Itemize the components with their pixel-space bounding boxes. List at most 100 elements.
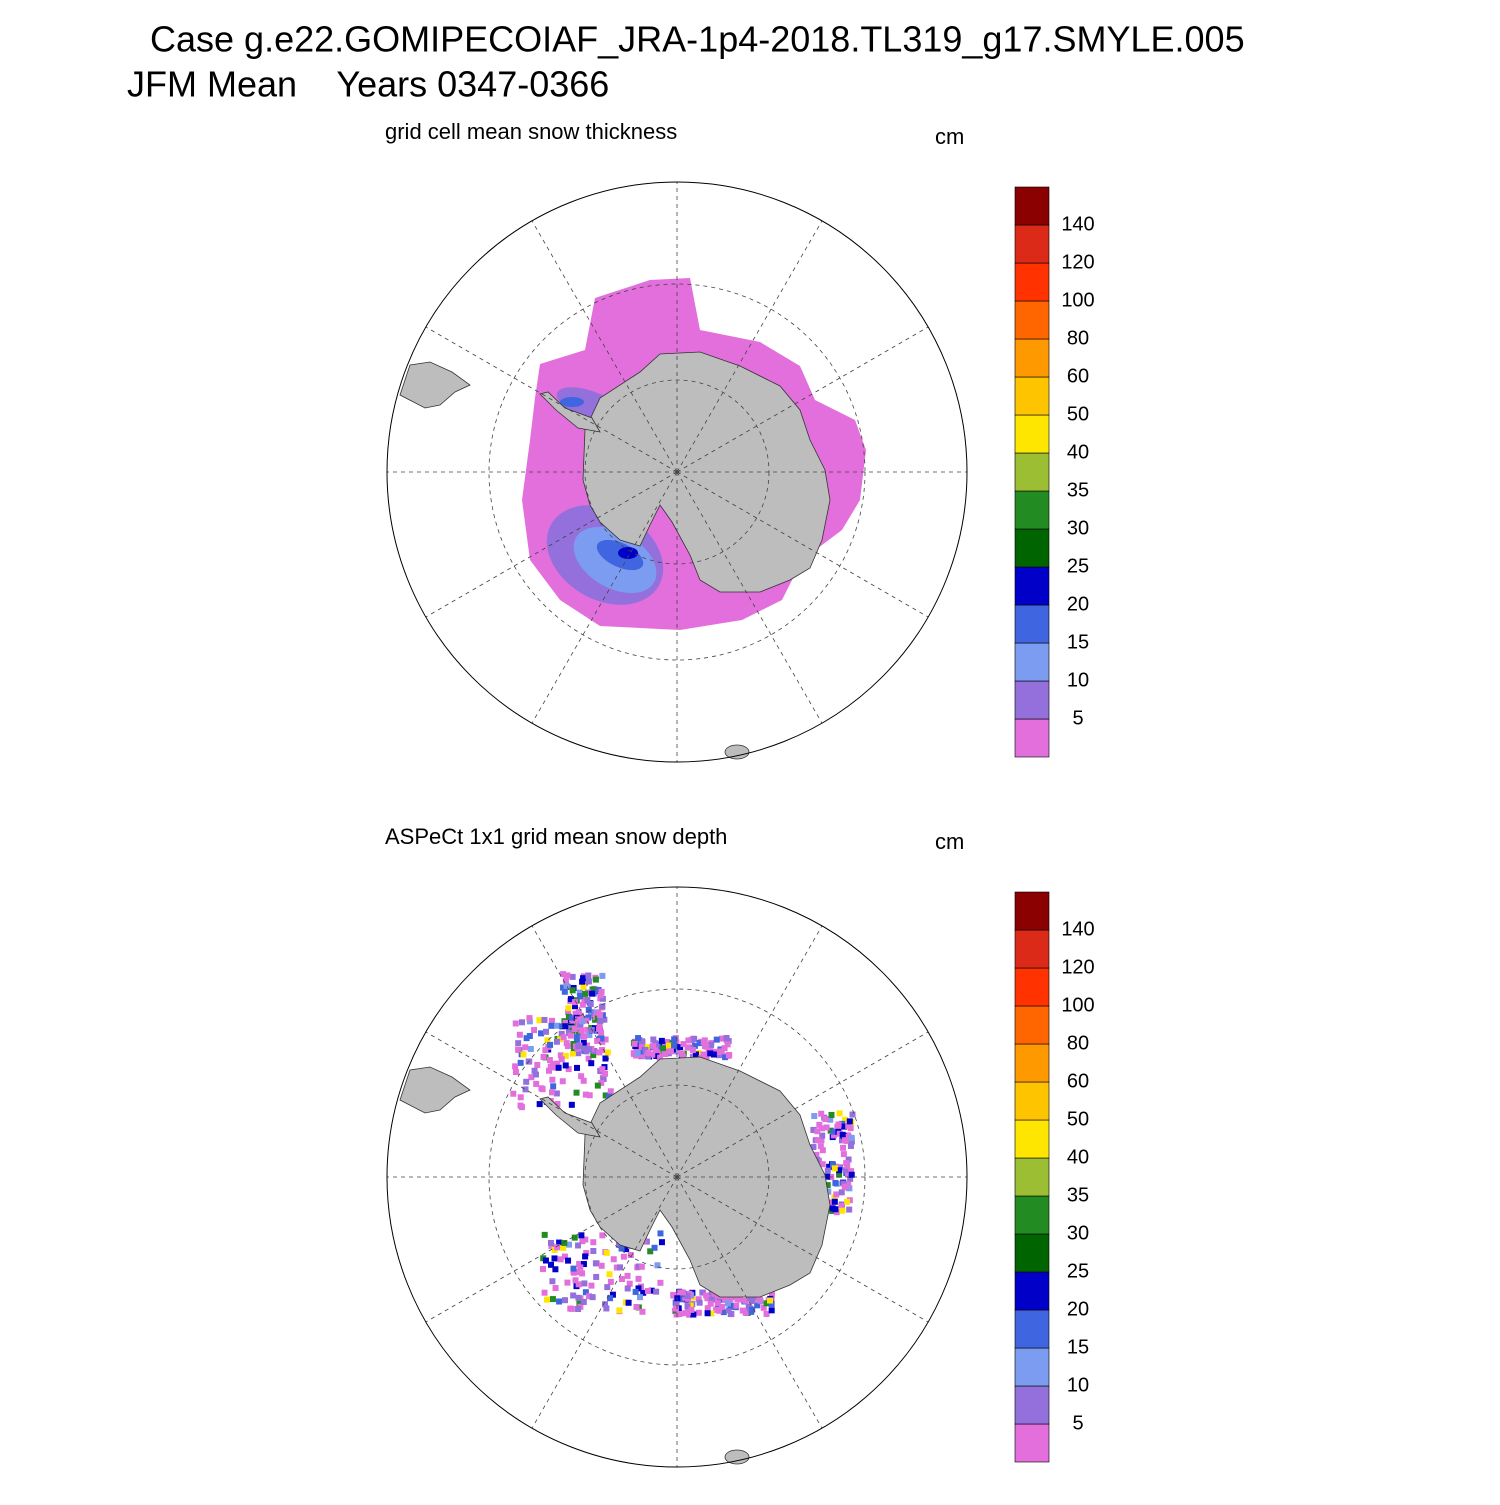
observation-cell	[549, 1089, 556, 1096]
observation-cell	[533, 1080, 540, 1087]
colorbar-box	[1014, 414, 1050, 454]
observation-cell	[580, 1039, 587, 1046]
observation-cell	[817, 1143, 824, 1150]
observation-cell	[602, 1070, 609, 1077]
observation-cell	[579, 1270, 586, 1277]
observation-cell	[598, 1029, 605, 1036]
units-label: cm	[935, 829, 964, 854]
observation-cell	[512, 1020, 519, 1027]
observation-cell	[551, 1255, 558, 1262]
observation-cell	[523, 1078, 530, 1085]
observation-cell	[828, 1111, 835, 1118]
observation-cell	[578, 1232, 585, 1239]
observation-cell	[603, 1249, 610, 1256]
observation-cell	[584, 1026, 591, 1033]
observation-cell	[701, 1042, 708, 1049]
meridian	[676, 220, 823, 473]
observation-cell	[768, 1307, 775, 1314]
observation-cell	[664, 1039, 671, 1046]
observation-cell	[824, 1173, 831, 1180]
observation-cell	[674, 1048, 681, 1055]
observation-cell	[599, 1047, 606, 1054]
observation-cell	[528, 1074, 535, 1081]
colorbar-box	[1014, 452, 1050, 492]
observation-cell	[672, 1305, 679, 1312]
observation-cell	[671, 1042, 678, 1049]
colorbar-label: 120	[1061, 956, 1094, 978]
observation-cell	[645, 1050, 652, 1057]
observation-cell	[658, 1239, 665, 1246]
observation-cell	[594, 1037, 601, 1044]
observation-cell	[564, 1008, 571, 1015]
observation-cell	[565, 1257, 572, 1264]
observation-cell	[831, 1165, 838, 1172]
colorbar-label: 40	[1067, 441, 1089, 463]
observation-cell	[845, 1156, 852, 1163]
observation-cell	[670, 1291, 677, 1298]
observation-cell	[579, 1001, 586, 1008]
observation-cell	[725, 1038, 732, 1045]
observation-cell	[599, 972, 606, 979]
snow-zone	[560, 397, 584, 407]
observation-cell	[557, 1256, 564, 1263]
colorbar-box	[1014, 1385, 1050, 1425]
observation-cell	[598, 1035, 605, 1042]
observation-cell	[657, 1279, 664, 1286]
observation-cell	[843, 1137, 850, 1144]
colorbar-box	[1014, 891, 1050, 931]
observation-cell	[565, 1005, 572, 1012]
observation-cell	[749, 1296, 756, 1303]
colorbar-box	[1014, 967, 1050, 1007]
observation-cell	[711, 1295, 718, 1302]
observation-cell	[560, 1244, 567, 1251]
observation-cell	[639, 1308, 646, 1315]
observation-cell	[840, 1144, 847, 1151]
observation-cell	[714, 1300, 721, 1307]
colorbar-box	[1014, 1309, 1050, 1349]
observation-cell	[722, 1296, 729, 1303]
observation-cell	[586, 1032, 593, 1039]
observation-cell	[585, 978, 592, 985]
observation-cell	[538, 1030, 545, 1037]
colorbar-box	[1014, 1195, 1050, 1235]
observation-cell	[838, 1202, 845, 1209]
observation-cell	[583, 1042, 590, 1049]
colorbar-label: 20	[1067, 1298, 1089, 1320]
observation-cell	[554, 1101, 561, 1108]
observation-cell	[710, 1051, 717, 1058]
observation-cell	[695, 1309, 702, 1316]
meridian	[676, 471, 823, 724]
observation-cell	[704, 1310, 711, 1317]
colorbar-label: 50	[1067, 1108, 1089, 1130]
observation-cell	[546, 1057, 553, 1064]
observation-cell	[847, 1175, 854, 1182]
observation-cell	[845, 1133, 852, 1140]
observation-cell	[653, 1052, 660, 1059]
observation-cell	[549, 1076, 556, 1083]
observation-cell	[553, 1038, 560, 1045]
observation-cell	[726, 1295, 733, 1302]
observation-cell	[825, 1188, 832, 1195]
observation-cell	[671, 1036, 678, 1043]
observation-cell	[725, 1307, 732, 1314]
observation-cell	[517, 1059, 524, 1066]
land	[399, 361, 471, 409]
figure-subtitle: JFM Mean Years 0347-0366	[127, 64, 609, 105]
colorbar-label: 20	[1067, 593, 1089, 615]
observation-cell	[556, 1239, 563, 1246]
meridian	[425, 471, 678, 618]
observation-cell	[844, 1162, 851, 1169]
observation-cell	[677, 1044, 684, 1051]
colorbar-label: 40	[1067, 1146, 1089, 1168]
observation-cell	[573, 1034, 580, 1041]
map-panel: 5 10 15 20 25 30 35 40 50 60 80 100 120 140	[386, 886, 1095, 1468]
colorbar-box	[1014, 718, 1050, 758]
observation-cell	[512, 1063, 519, 1070]
observation-cell	[811, 1113, 818, 1120]
colorbar-label: 35	[1067, 1184, 1089, 1206]
observation-cell	[578, 1073, 585, 1080]
observation-cell	[548, 1022, 555, 1029]
observation-cell	[813, 1151, 820, 1158]
observation-cell	[830, 1128, 837, 1135]
observation-cell	[592, 976, 599, 983]
